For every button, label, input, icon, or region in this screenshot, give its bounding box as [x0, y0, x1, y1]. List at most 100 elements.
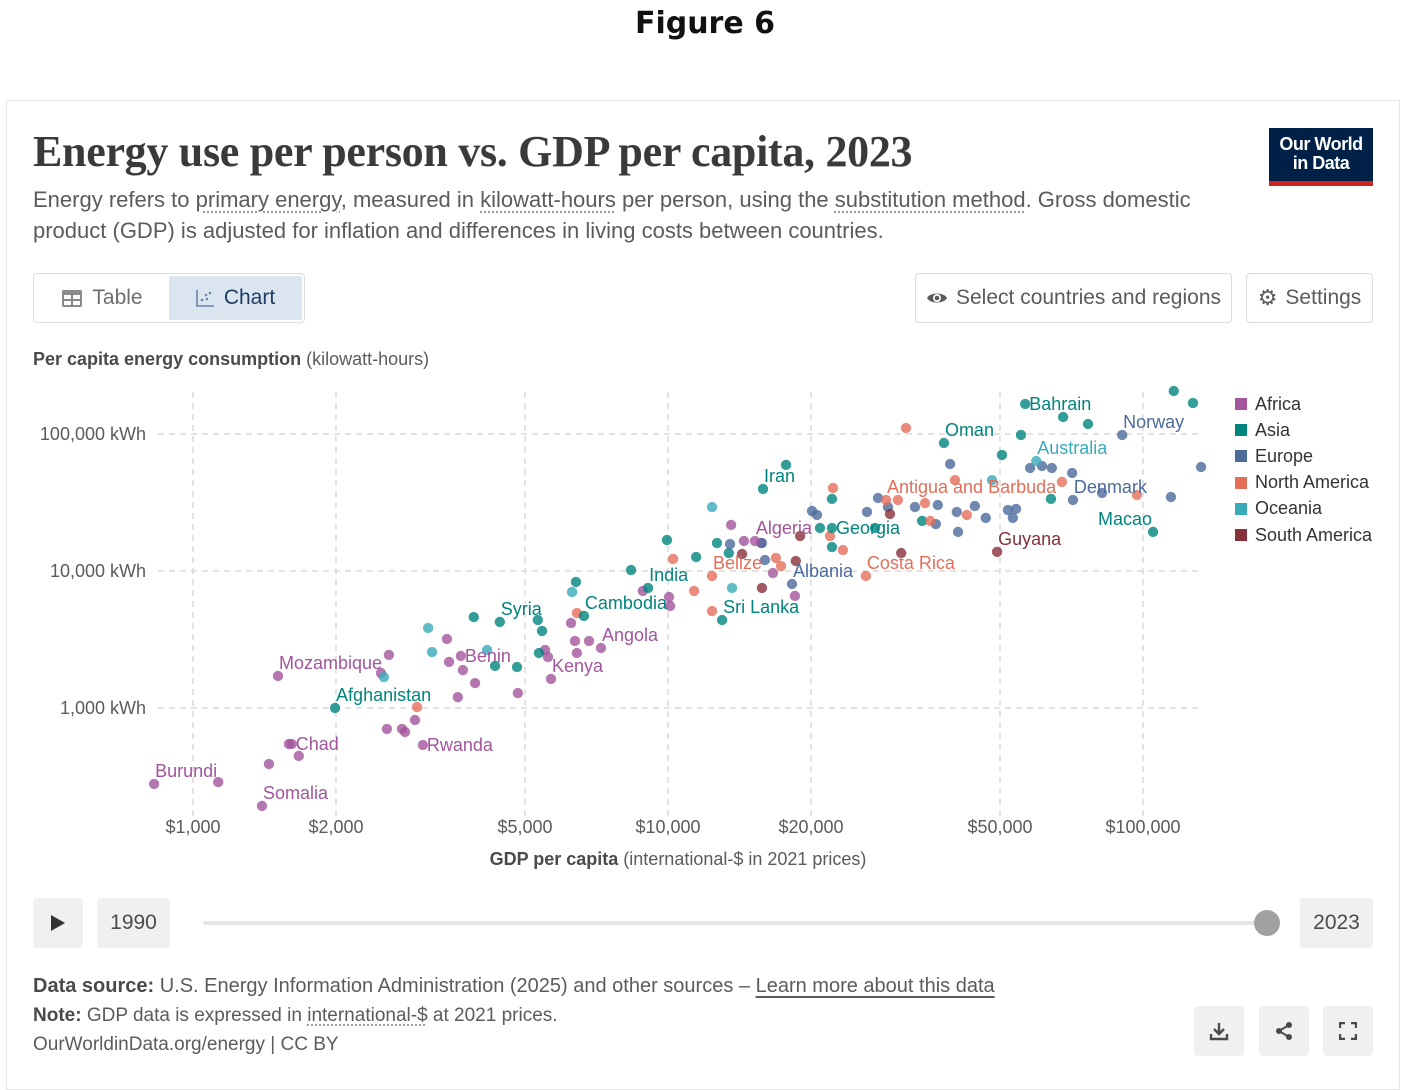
- data-point[interactable]: [688, 585, 700, 597]
- data-point[interactable]: [951, 506, 963, 518]
- data-point[interactable]: [481, 644, 493, 656]
- legend-item[interactable]: North America: [1235, 470, 1372, 496]
- data-point[interactable]: [426, 646, 438, 658]
- data-point[interactable]: [944, 458, 956, 470]
- data-point[interactable]: [789, 590, 801, 602]
- data-point[interactable]: [1015, 429, 1027, 441]
- data-point[interactable]: [892, 494, 904, 506]
- play-button[interactable]: [33, 898, 83, 948]
- data-point[interactable]: [642, 582, 654, 594]
- data-point[interactable]: [1030, 455, 1042, 467]
- data-point[interactable]: [1046, 462, 1058, 474]
- data-point[interactable]: [1045, 493, 1057, 505]
- data-point[interactable]: [724, 538, 736, 550]
- select-countries-button[interactable]: Select countries and regions: [915, 273, 1232, 323]
- data-point[interactable]: [869, 522, 881, 534]
- primary-energy-link[interactable]: primary energy: [195, 187, 341, 212]
- data-point[interactable]: [1082, 418, 1094, 430]
- data-point[interactable]: [711, 537, 723, 549]
- legend-item[interactable]: Asia: [1235, 417, 1372, 443]
- data-point[interactable]: [212, 776, 224, 788]
- data-point[interactable]: [961, 509, 973, 521]
- data-point[interactable]: [625, 564, 637, 576]
- data-point[interactable]: [1019, 398, 1031, 410]
- data-point[interactable]: [826, 541, 838, 553]
- data-point[interactable]: [738, 535, 750, 547]
- data-point[interactable]: [1168, 385, 1180, 397]
- data-point[interactable]: [716, 614, 728, 626]
- data-point[interactable]: [489, 660, 501, 672]
- data-point[interactable]: [533, 647, 545, 659]
- data-point[interactable]: [780, 459, 792, 471]
- data-point[interactable]: [924, 515, 936, 527]
- legend-item[interactable]: South America: [1235, 522, 1372, 548]
- data-point[interactable]: [690, 551, 702, 563]
- timeline-slider-track[interactable]: [203, 921, 1267, 925]
- data-point[interactable]: [756, 582, 768, 594]
- substitution-method-link[interactable]: substitution method: [834, 187, 1026, 212]
- data-point[interactable]: [969, 500, 981, 512]
- owid-logo[interactable]: Our World in Data: [1269, 128, 1373, 186]
- data-point[interactable]: [775, 560, 787, 572]
- data-point[interactable]: [770, 552, 782, 564]
- data-point[interactable]: [826, 493, 838, 505]
- data-point[interactable]: [512, 687, 524, 699]
- data-point[interactable]: [1056, 476, 1068, 488]
- data-point[interactable]: [1147, 526, 1159, 538]
- data-point[interactable]: [383, 649, 395, 661]
- data-point[interactable]: [996, 449, 1008, 461]
- data-point[interactable]: [571, 647, 583, 659]
- data-point[interactable]: [757, 483, 769, 495]
- data-point[interactable]: [536, 625, 548, 637]
- data-point[interactable]: [1165, 491, 1177, 503]
- data-point[interactable]: [263, 758, 275, 770]
- data-point[interactable]: [667, 553, 679, 565]
- data-point[interactable]: [1007, 512, 1019, 524]
- data-point[interactable]: [583, 635, 595, 647]
- data-point[interactable]: [1067, 494, 1079, 506]
- data-point[interactable]: [880, 494, 892, 506]
- data-point[interactable]: [794, 530, 806, 542]
- data-point[interactable]: [861, 506, 873, 518]
- data-point[interactable]: [570, 576, 582, 588]
- timeline-slider-handle[interactable]: [1254, 910, 1280, 936]
- data-point[interactable]: [1131, 489, 1143, 501]
- tab-chart[interactable]: Chart: [169, 276, 302, 320]
- data-point[interactable]: [148, 778, 160, 790]
- data-point[interactable]: [286, 738, 298, 750]
- data-point[interactable]: [511, 661, 523, 673]
- data-point[interactable]: [411, 701, 423, 713]
- data-point[interactable]: [725, 519, 737, 531]
- data-point[interactable]: [409, 714, 421, 726]
- data-point[interactable]: [991, 546, 1003, 558]
- download-button[interactable]: [1194, 1006, 1244, 1056]
- data-point[interactable]: [726, 582, 738, 594]
- data-point[interactable]: [455, 650, 467, 662]
- data-point[interactable]: [790, 555, 802, 567]
- data-point[interactable]: [986, 474, 998, 486]
- data-point[interactable]: [542, 651, 554, 663]
- kilowatt-hours-link[interactable]: kilowatt-hours: [480, 187, 616, 212]
- legend-item[interactable]: Africa: [1235, 391, 1372, 417]
- data-point[interactable]: [932, 499, 944, 511]
- data-point[interactable]: [443, 656, 455, 668]
- data-point[interactable]: [767, 567, 779, 579]
- data-point[interactable]: [1066, 467, 1078, 479]
- credit[interactable]: OurWorldinData.org/energy | CC BY: [33, 1034, 339, 1055]
- data-point[interactable]: [860, 570, 872, 582]
- data-point[interactable]: [814, 522, 826, 534]
- data-point[interactable]: [664, 600, 676, 612]
- legend-item[interactable]: Oceania: [1235, 496, 1372, 522]
- data-point[interactable]: [595, 642, 607, 654]
- data-point[interactable]: [900, 422, 912, 434]
- data-point[interactable]: [566, 586, 578, 598]
- data-point[interactable]: [1024, 462, 1036, 474]
- data-point[interactable]: [661, 534, 673, 546]
- legend-item[interactable]: Europe: [1235, 443, 1372, 469]
- end-year[interactable]: 2023: [1300, 898, 1373, 948]
- data-point[interactable]: [1010, 503, 1022, 515]
- data-point[interactable]: [293, 750, 305, 762]
- data-point[interactable]: [909, 501, 921, 513]
- data-point[interactable]: [938, 437, 950, 449]
- data-point[interactable]: [545, 673, 557, 685]
